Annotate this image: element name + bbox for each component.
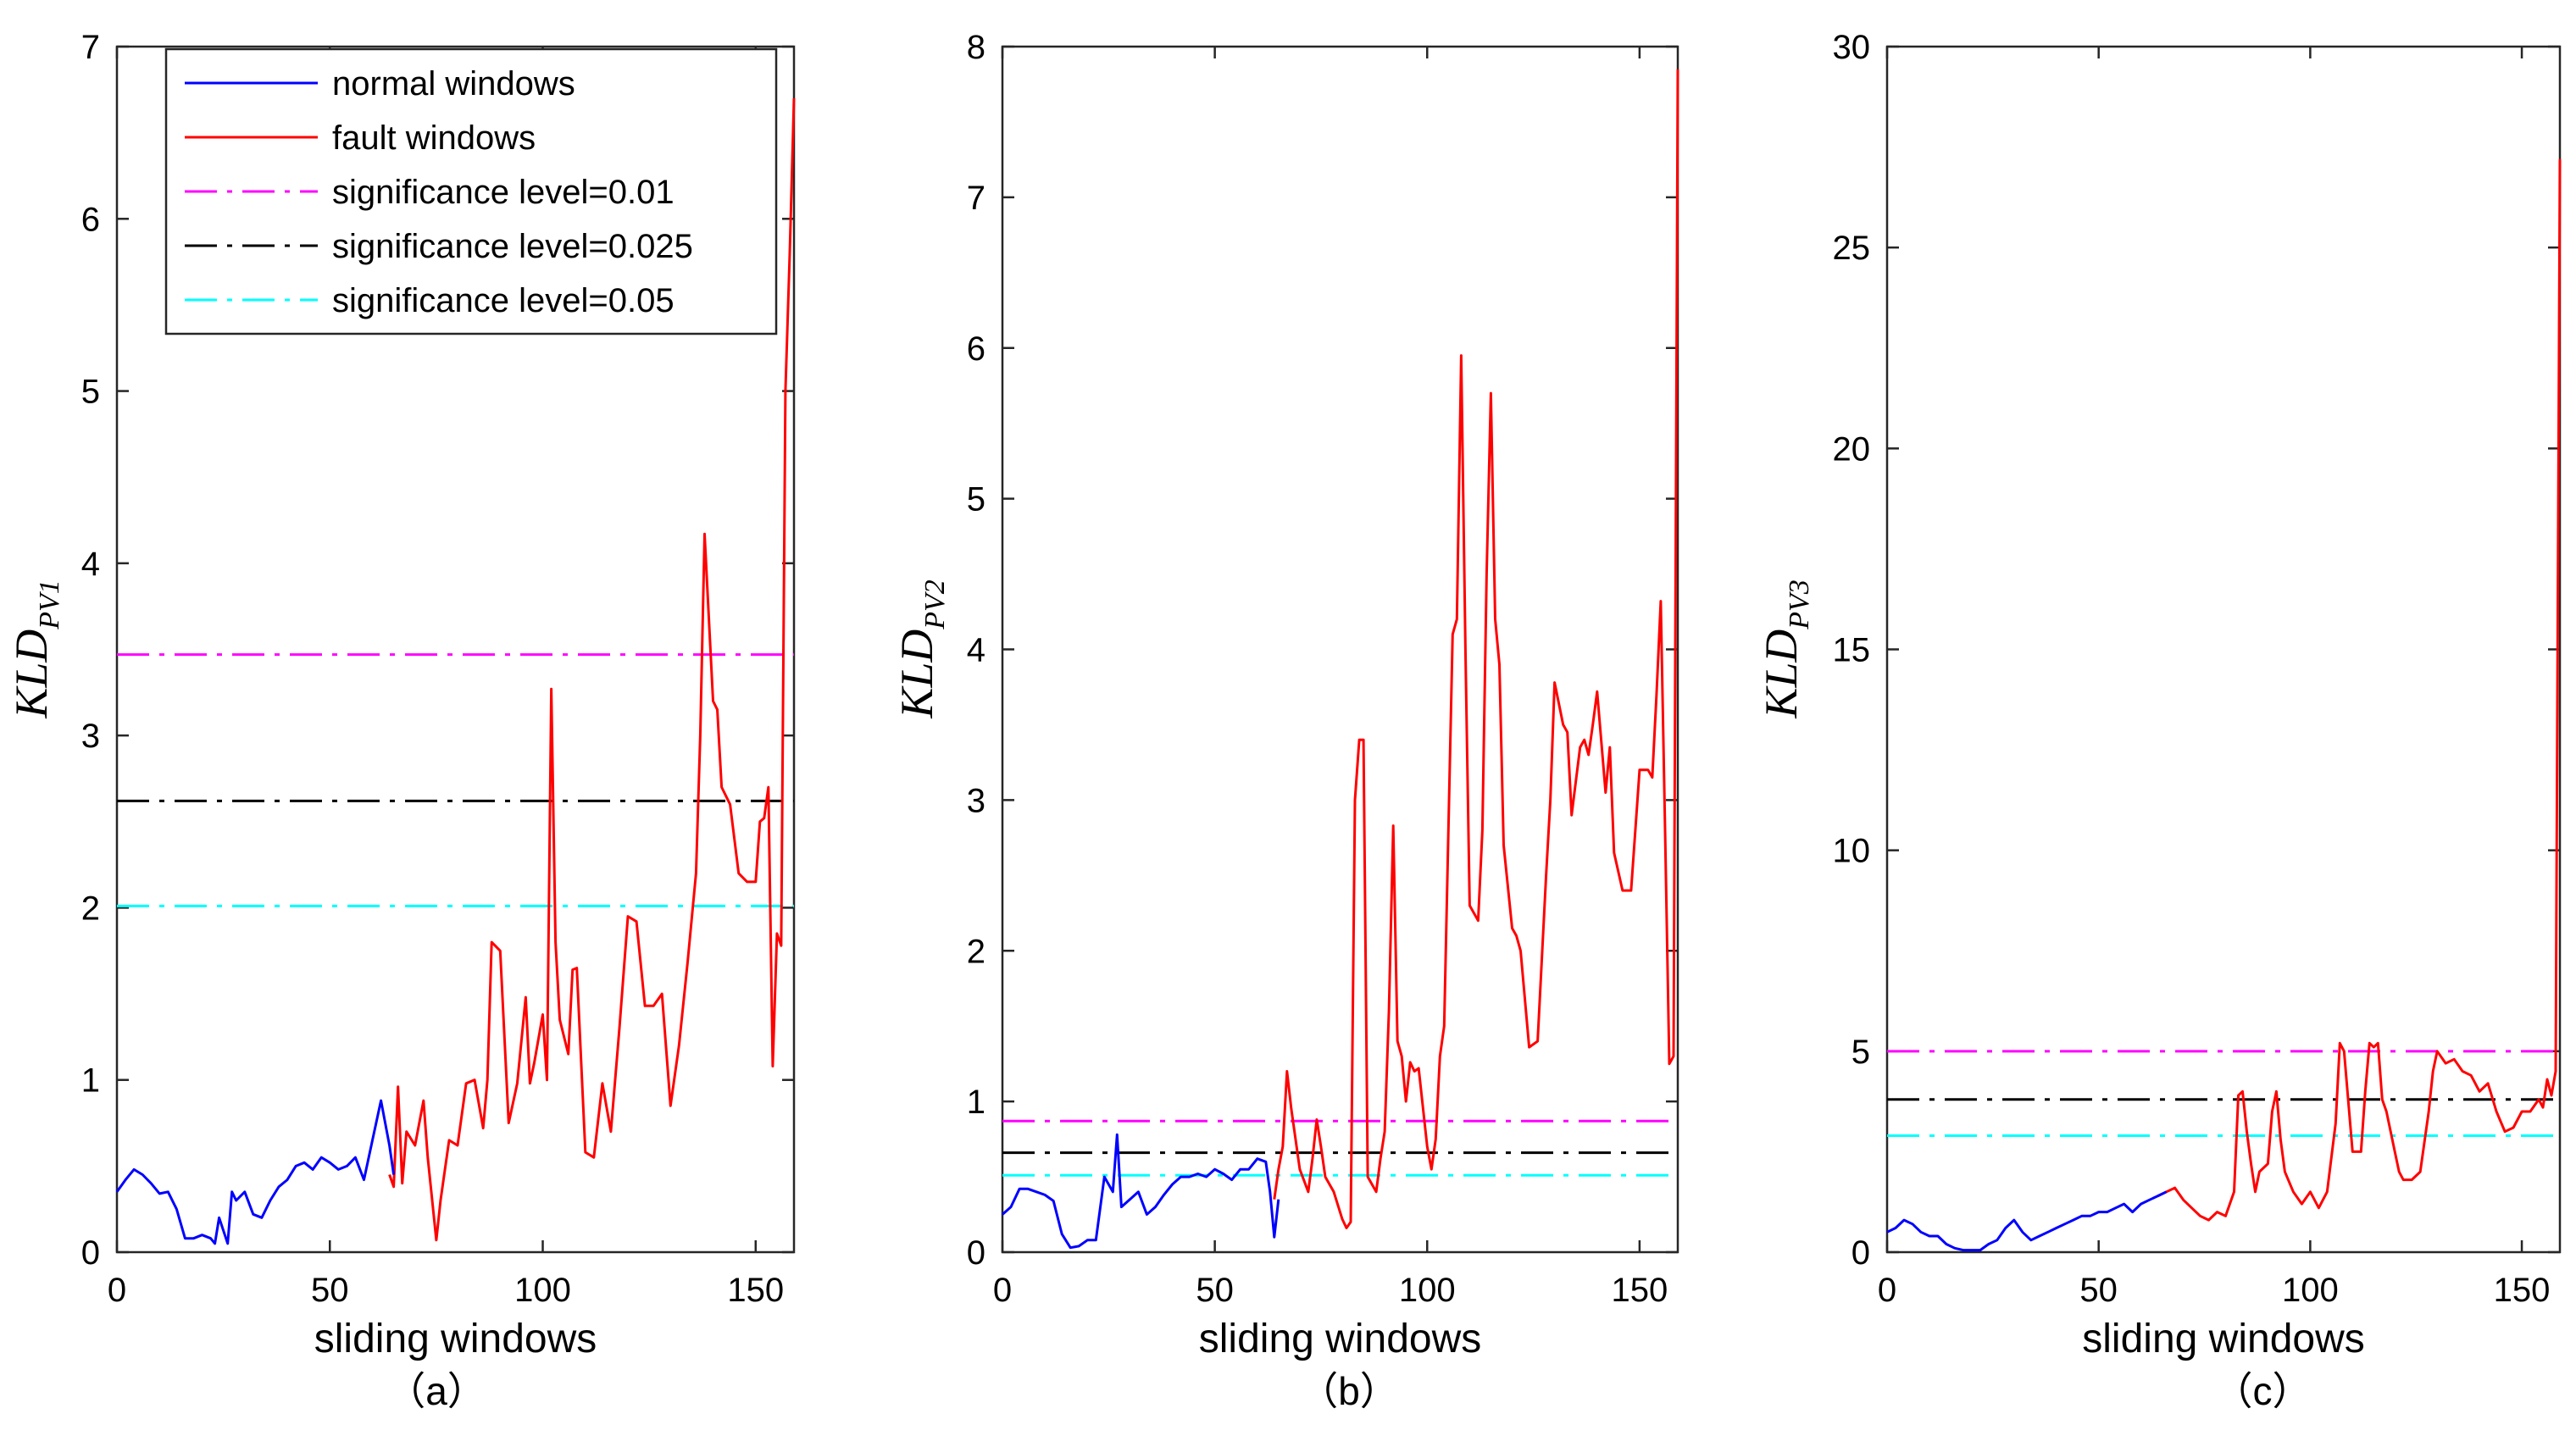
- y-tick-label: 1: [967, 1084, 985, 1121]
- x-tick-label: 50: [2079, 1272, 2118, 1309]
- panel-caption: （a）: [386, 1369, 486, 1413]
- y-tick-label: 20: [1833, 430, 1871, 468]
- x-tick-label: 100: [514, 1272, 571, 1309]
- y-tick-label: 25: [1833, 230, 1871, 267]
- x-tick-label: 150: [727, 1272, 784, 1309]
- axes-box: [115, 45, 796, 1254]
- panel-caption: （b）: [1299, 1369, 1399, 1413]
- normal-windows-line: [115, 1099, 396, 1245]
- y-tick-label: 5: [967, 481, 985, 518]
- y-axis-label-main: KLD: [891, 629, 942, 719]
- legend: normal windows fault windows significance …: [164, 47, 778, 335]
- normal-windows-line: [1886, 1190, 2168, 1252]
- y-tick-label: 2: [967, 933, 985, 970]
- x-axis-label: sliding windows: [1199, 1317, 1482, 1361]
- y-tick-label: 1: [81, 1062, 100, 1100]
- x-tick-label: 100: [1399, 1272, 1456, 1309]
- y-tick-label: 5: [81, 374, 100, 411]
- y-axis-label: KLDPV1: [6, 579, 65, 719]
- axes-box: [1885, 45, 2562, 1254]
- y-tick-label: 6: [81, 201, 100, 238]
- legend-label-sig0025: significance level=0.025: [332, 228, 693, 265]
- legend-label-normal: normal windows: [332, 65, 575, 103]
- y-tick-label: 0: [1852, 1234, 1870, 1272]
- axes-box: [1001, 45, 1679, 1254]
- y-tick-label: 0: [81, 1234, 100, 1272]
- y-tick-label: 3: [81, 718, 100, 755]
- y-tick-label: 8: [967, 29, 985, 66]
- y-tick-label: 10: [1833, 833, 1871, 870]
- chart-panel-3: 0 50 100 150 0 5 10 15 20 25 30 sliding windows （c） K…: [1756, 29, 2562, 1413]
- chart-panel-1: 0 50 100 150 0 1 2 3 4 5 6 7 sliding windows （a） KLDPV…: [6, 29, 796, 1413]
- fault-windows-line: [388, 97, 796, 1242]
- x-tick-label: 0: [993, 1272, 1012, 1309]
- y-axis-label: KLDPV2: [891, 579, 951, 719]
- x-axis-label: sliding windows: [314, 1317, 597, 1361]
- y-axis-label-main: KLD: [6, 629, 57, 719]
- x-tick-label: 50: [311, 1272, 349, 1309]
- y-tick-label: 0: [967, 1234, 985, 1272]
- fault-windows-line: [2157, 158, 2562, 1222]
- legend-label-sig001: significance level=0.01: [332, 174, 675, 211]
- x-tick-label: 0: [108, 1272, 126, 1309]
- x-tick-label: 50: [1196, 1272, 1234, 1309]
- y-axis-label: KLDPV3: [1756, 579, 1815, 719]
- y-axis-label-subscript: PV3: [1784, 579, 1815, 630]
- x-tick-label: 0: [1878, 1272, 1896, 1309]
- y-tick-label: 15: [1833, 632, 1871, 669]
- y-tick-label: 3: [967, 782, 985, 819]
- panel-caption: （c）: [2214, 1369, 2312, 1413]
- y-axis-label-subscript: PV1: [34, 579, 65, 630]
- y-tick-label: 30: [1833, 29, 1871, 66]
- y-tick-label: 7: [967, 180, 985, 217]
- chart-panel-2: 0 50 100 150 0 1 2 3 4 5 6 7 8 sliding windows （b） KLDP…: [891, 29, 1679, 1413]
- y-tick-label: 2: [81, 890, 100, 927]
- y-tick-label: 4: [81, 546, 100, 583]
- x-tick-label: 100: [2282, 1272, 2339, 1309]
- x-tick-label: 150: [1612, 1272, 1668, 1309]
- legend-label-sig005: significance level=0.05: [332, 282, 675, 319]
- normal-windows-line: [1002, 1133, 1280, 1250]
- y-tick-label: 5: [1852, 1034, 1870, 1071]
- y-axis-label-main: KLD: [1756, 629, 1807, 719]
- x-tick-label: 150: [2494, 1272, 2551, 1309]
- legend-label-fault: fault windows: [332, 119, 536, 157]
- y-tick-label: 7: [81, 29, 100, 66]
- x-axis-label: sliding windows: [2082, 1317, 2365, 1361]
- y-tick-label: 6: [967, 330, 985, 368]
- y-axis-label-subscript: PV2: [919, 579, 951, 630]
- fault-windows-line: [1273, 69, 1679, 1229]
- y-tick-label: 4: [967, 632, 985, 669]
